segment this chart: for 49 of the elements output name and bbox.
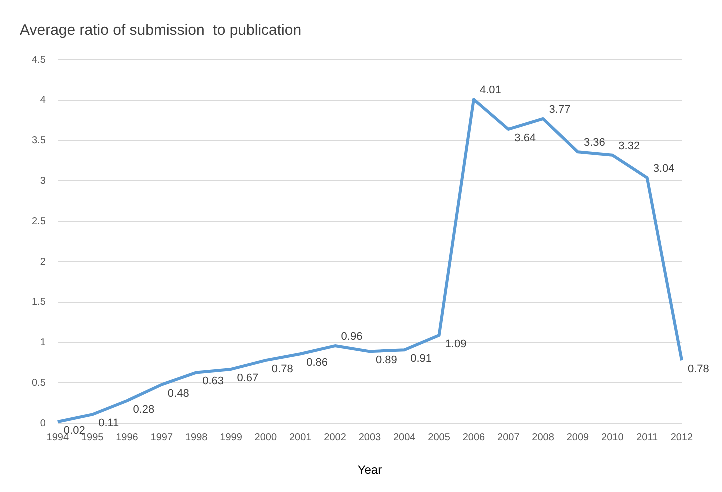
data-label: 1.09 xyxy=(445,338,467,351)
x-tick-label: 2001 xyxy=(289,432,312,444)
y-tick-label: 1 xyxy=(40,338,46,349)
x-tick-label: 1998 xyxy=(185,432,208,444)
x-tick-label: 2007 xyxy=(498,432,520,444)
x-tick-label: 1996 xyxy=(116,432,139,444)
data-label: 3.32 xyxy=(618,140,640,152)
data-label: 0.63 xyxy=(202,376,224,388)
x-tick-label: 2006 xyxy=(462,432,486,444)
y-tick-label: 4.5 xyxy=(32,54,46,66)
data-label: 4.01 xyxy=(480,84,502,97)
data-label: 0.48 xyxy=(168,388,190,400)
data-label: 0.67 xyxy=(237,372,259,384)
y-tick-label: 2.5 xyxy=(32,216,46,228)
y-tick-label: 3 xyxy=(40,176,46,187)
x-tick-label: 2003 xyxy=(358,432,382,444)
x-tick-label: 2008 xyxy=(532,432,555,444)
x-tick-label: 2005 xyxy=(428,432,451,444)
data-label: 0.28 xyxy=(133,404,155,416)
data-label: 0.96 xyxy=(341,331,363,344)
y-tick-label: 4 xyxy=(40,95,46,106)
y-tick-label: 3.5 xyxy=(32,136,46,147)
chart-title: Average ratio of submission to publication xyxy=(20,22,302,40)
data-label: 3.77 xyxy=(549,104,571,116)
x-tick-label: 2011 xyxy=(636,432,659,444)
x-tick-label: 1999 xyxy=(220,432,243,444)
x-tick-label: 2012 xyxy=(670,432,694,444)
data-label: 3.64 xyxy=(514,132,536,145)
data-label: 3.36 xyxy=(584,137,606,150)
x-tick-label: 1994 xyxy=(46,432,70,444)
x-tick-label: 2000 xyxy=(254,432,278,444)
data-label: 0.89 xyxy=(376,354,398,367)
x-tick-label: 2004 xyxy=(394,432,416,444)
x-tick-label: 1995 xyxy=(81,432,104,444)
x-tick-label: 2010 xyxy=(602,432,624,444)
x-axis-title: Year xyxy=(358,463,382,478)
data-label: 0.91 xyxy=(410,353,432,366)
data-label: 0.78 xyxy=(272,364,294,376)
data-label: 0.11 xyxy=(98,418,120,430)
y-tick-label: 2 xyxy=(40,256,46,268)
y-tick-label: 0.5 xyxy=(32,378,46,389)
data-label: 3.04 xyxy=(653,163,675,175)
y-tick-label: 0 xyxy=(40,418,46,430)
data-label: 0.86 xyxy=(306,357,328,370)
x-tick-label: 2002 xyxy=(324,432,347,444)
x-tick-label: 2009 xyxy=(566,432,590,444)
data-label: 0.78 xyxy=(688,364,710,376)
x-tick-label: 1997 xyxy=(150,432,174,444)
y-tick-label: 1.5 xyxy=(32,297,46,308)
